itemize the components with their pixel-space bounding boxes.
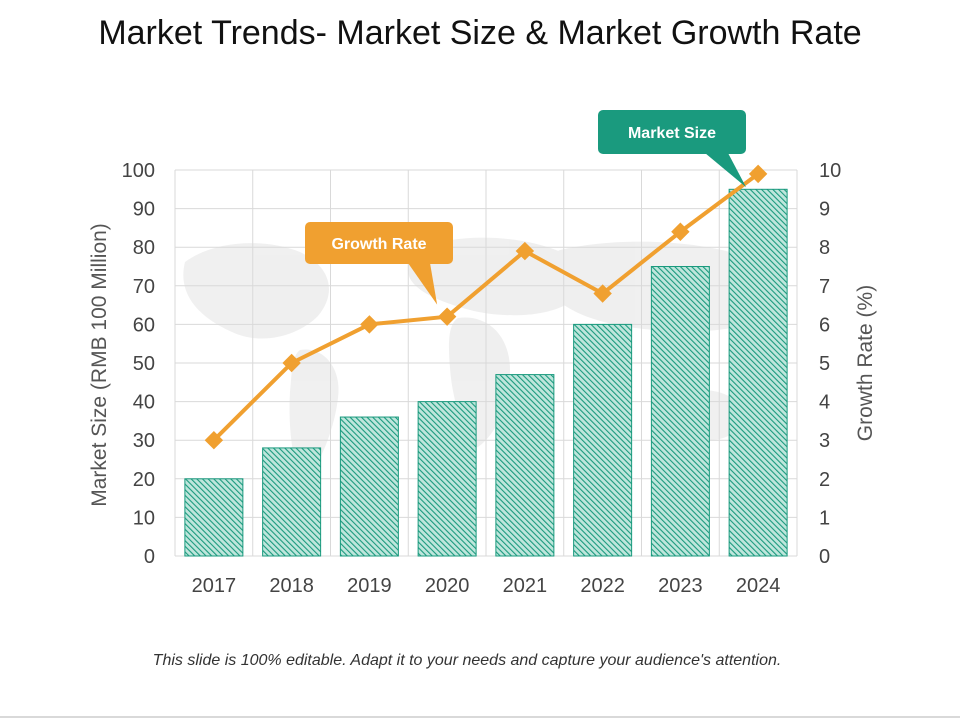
callout-box xyxy=(305,222,453,264)
bar-2021 xyxy=(495,374,555,557)
y-right-tick-label: 7 xyxy=(819,276,830,298)
y-right-tick-label: 9 xyxy=(819,199,830,221)
slide-title: Market Trends- Market Size & Market Grow… xyxy=(98,14,862,52)
growth-point-2021 xyxy=(515,241,535,261)
callout-growth-rate: Growth Rate xyxy=(305,222,453,305)
bar-2023 xyxy=(650,266,710,557)
y-left-tick-label: 20 xyxy=(133,469,155,491)
y-left-tick-label: 70 xyxy=(133,276,155,298)
y-right-tick-label: 1 xyxy=(819,507,830,529)
x-tick-label: 2019 xyxy=(347,575,392,597)
y-left-tick-label: 0 xyxy=(144,546,155,568)
bar-2017 xyxy=(184,478,244,557)
callout-pointer xyxy=(705,153,747,188)
growth-rate-line xyxy=(204,164,768,450)
slide-footer-note: This slide is 100% editable. Adapt it to… xyxy=(152,652,782,669)
y-left-tick-label: 30 xyxy=(133,430,155,452)
callout-label: Market Size xyxy=(628,125,716,142)
y-left-tick-label: 40 xyxy=(133,392,155,414)
y-left-tick-label: 10 xyxy=(133,507,155,529)
x-tick-label: 2020 xyxy=(425,575,470,597)
y-left-tick-label: 50 xyxy=(133,353,155,375)
y-right-tick-label: 5 xyxy=(819,353,830,375)
y-right-tick-label: 4 xyxy=(819,392,830,414)
bar-2018 xyxy=(262,447,322,557)
growth-point-2017 xyxy=(204,430,224,450)
x-tick-label: 2017 xyxy=(192,575,237,597)
market-size-bars xyxy=(184,188,788,557)
y-left-tick-label: 100 xyxy=(122,160,155,182)
growth-point-2020 xyxy=(437,307,457,326)
chart-callouts: Growth Rate Market Size xyxy=(305,110,747,305)
growth-point-2018 xyxy=(282,353,301,373)
x-tick-label: 2022 xyxy=(580,575,625,597)
y-left-tick-label: 60 xyxy=(133,314,155,336)
bar-2022 xyxy=(573,323,633,557)
callout-label: Growth Rate xyxy=(331,236,426,253)
growth-point-2022 xyxy=(593,284,612,303)
callout-box xyxy=(598,110,746,154)
chart-axes: 0 0 10 1 20 2 30 3 40 4 50 5 60 6 70 7 80 8 90 9 100 10 2017 20… xyxy=(88,160,877,597)
x-tick-label: 2024 xyxy=(736,575,781,597)
y-left-tick-label: 80 xyxy=(133,237,155,259)
x-tick-label: 2021 xyxy=(503,575,548,597)
growth-rate-polyline xyxy=(212,172,760,442)
x-tick-label: 2018 xyxy=(269,575,314,597)
bar-2019 xyxy=(339,416,399,557)
y-right-axis-title: Growth Rate (%) xyxy=(854,285,877,441)
growth-point-2024 xyxy=(748,164,768,184)
callout-market-size: Market Size xyxy=(598,110,747,188)
bottom-divider xyxy=(0,716,960,718)
growth-point-2019 xyxy=(360,315,379,334)
callout-pointer xyxy=(408,263,438,305)
y-right-tick-label: 3 xyxy=(819,430,830,452)
bar-2020 xyxy=(417,401,477,557)
y-right-tick-label: 0 xyxy=(819,546,830,568)
y-left-axis-title: Market Size (RMB 100 Million) xyxy=(88,223,111,507)
y-left-tick-label: 90 xyxy=(133,199,155,221)
y-right-tick-label: 10 xyxy=(819,160,841,182)
y-right-tick-label: 8 xyxy=(819,237,830,259)
y-right-tick-label: 6 xyxy=(819,314,830,336)
x-tick-label: 2023 xyxy=(658,575,703,597)
bar-2024 xyxy=(728,188,788,557)
y-right-tick-label: 2 xyxy=(819,469,830,491)
growth-point-2023 xyxy=(671,222,690,241)
